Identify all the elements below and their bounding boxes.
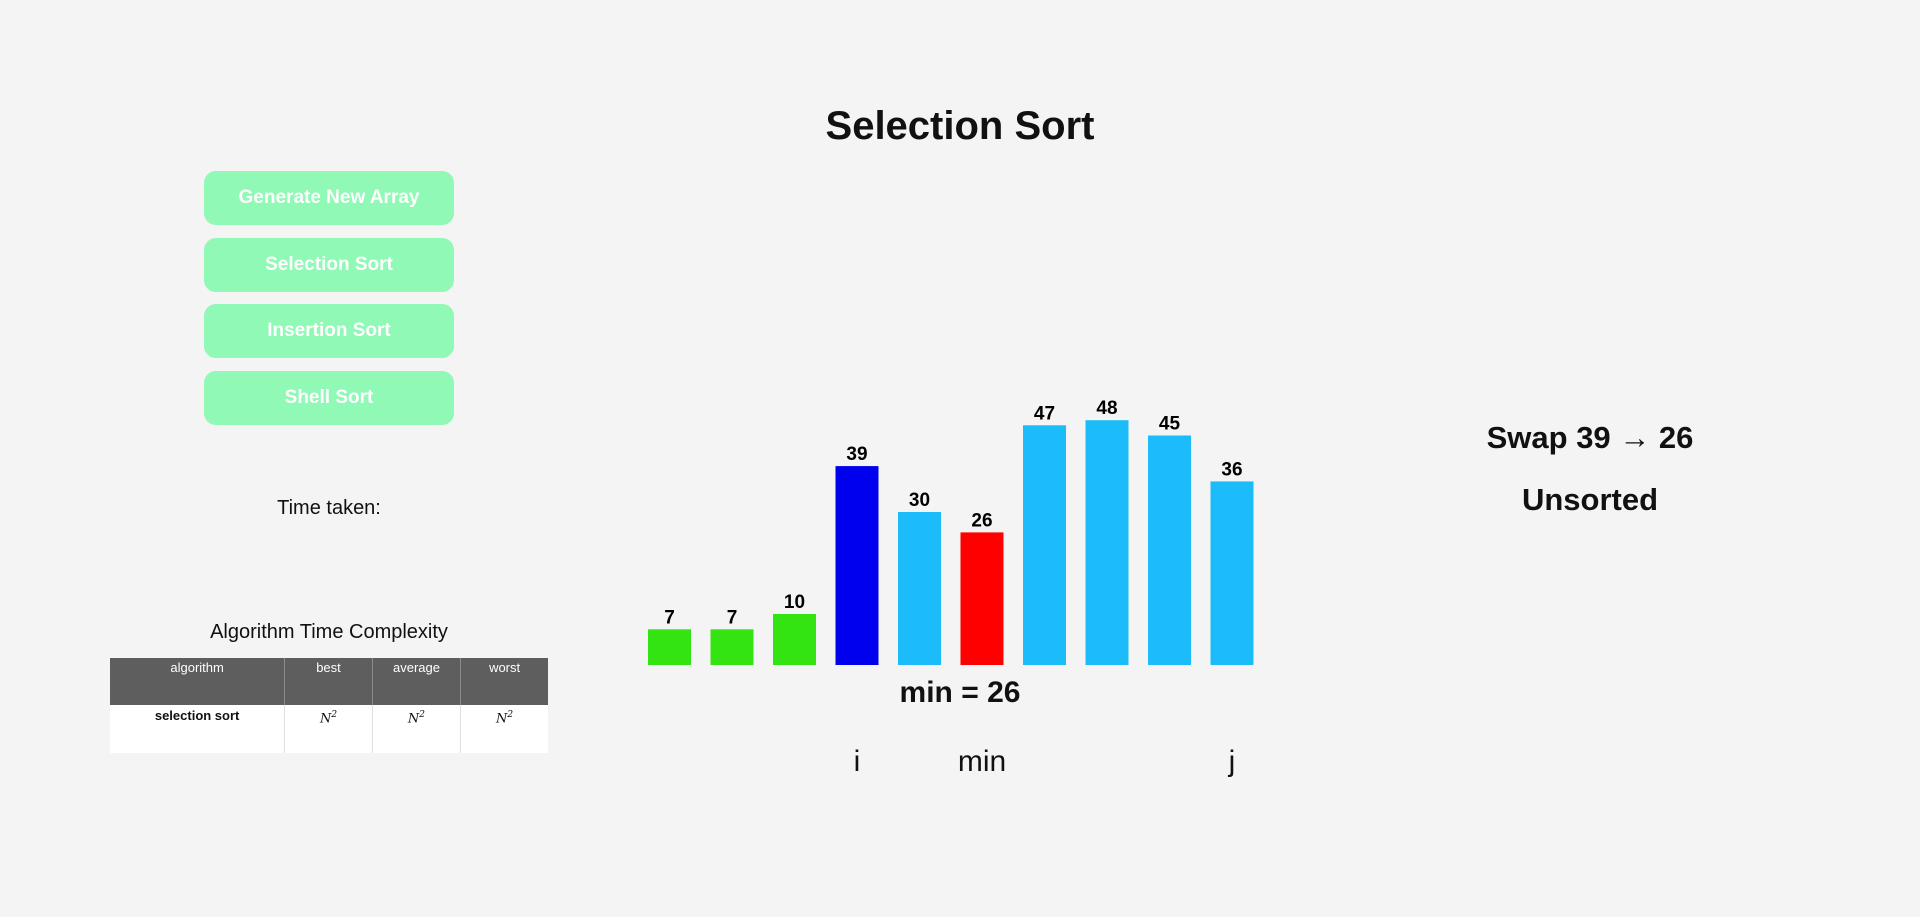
cell-average-exponent: 2 bbox=[419, 710, 426, 720]
pointer-j-label: j bbox=[1228, 745, 1236, 778]
page-title: Selection Sort bbox=[825, 104, 1095, 148]
generate-new-array-button[interactable]: Generate New Array bbox=[204, 171, 454, 225]
sort-state-text: Unsorted bbox=[1521, 482, 1659, 517]
cell-worst: N2 bbox=[460, 705, 548, 753]
insertion-sort-button[interactable]: Insertion Sort bbox=[204, 304, 454, 358]
bar-value-label-0: 7 bbox=[664, 607, 675, 628]
bar-9 bbox=[1210, 481, 1254, 665]
bar-7 bbox=[1085, 420, 1129, 665]
table-row: selection sort N2 N2 N2 bbox=[110, 705, 548, 753]
controls-panel: Generate New Array Selection Sort Insert… bbox=[204, 171, 454, 437]
time-taken-label: Time taken: bbox=[277, 497, 381, 519]
header-average: average bbox=[372, 658, 462, 705]
swap-status-text: Swap 39 → 26 bbox=[1486, 420, 1694, 455]
bar-1 bbox=[710, 629, 754, 665]
bar-5 bbox=[960, 532, 1004, 665]
pointer-i-label: i bbox=[853, 745, 861, 778]
cell-best-base: N bbox=[319, 711, 332, 727]
cell-worst-exponent: 2 bbox=[507, 710, 514, 720]
header-best: best bbox=[284, 658, 373, 705]
bar-2 bbox=[773, 614, 816, 665]
cell-worst-base: N bbox=[496, 711, 508, 727]
bar-value-label-8: 45 bbox=[1159, 414, 1181, 435]
bar-value-label-5: 26 bbox=[971, 510, 992, 531]
cell-average: N2 bbox=[372, 705, 462, 753]
bar-4 bbox=[898, 512, 941, 665]
cell-average-base: N bbox=[407, 711, 420, 727]
cell-algorithm: selection sort bbox=[110, 705, 286, 753]
bar-3 bbox=[835, 466, 879, 665]
bar-value-label-1: 7 bbox=[727, 607, 738, 628]
shell-sort-button[interactable]: Shell Sort bbox=[204, 370, 454, 425]
bar-6 bbox=[1023, 425, 1066, 665]
bar-value-label-9: 36 bbox=[1221, 459, 1242, 480]
header-worst: worst bbox=[460, 658, 548, 705]
header-algorithm: algorithm bbox=[110, 658, 286, 705]
selection-sort-button[interactable]: Selection Sort bbox=[204, 237, 454, 292]
min-value-label: min = 26 bbox=[899, 676, 1021, 709]
cell-best-exponent: 2 bbox=[331, 710, 338, 720]
bar-value-label-6: 47 bbox=[1034, 403, 1055, 424]
bar-8 bbox=[1148, 435, 1191, 665]
bar-value-label-4: 30 bbox=[909, 490, 930, 511]
cell-best: N2 bbox=[284, 705, 373, 753]
complexity-table-title: Algorithm Time Complexity bbox=[210, 621, 448, 643]
complexity-header-row: algorithm best average worst bbox=[110, 658, 548, 705]
bar-value-label-7: 48 bbox=[1096, 398, 1117, 419]
pointer-min-label: min bbox=[957, 745, 1007, 778]
bar-value-label-2: 10 bbox=[784, 592, 805, 613]
bar-0 bbox=[648, 629, 691, 665]
bar-value-label-3: 39 bbox=[846, 444, 867, 465]
complexity-table: algorithm best average worst selection s… bbox=[110, 658, 548, 753]
